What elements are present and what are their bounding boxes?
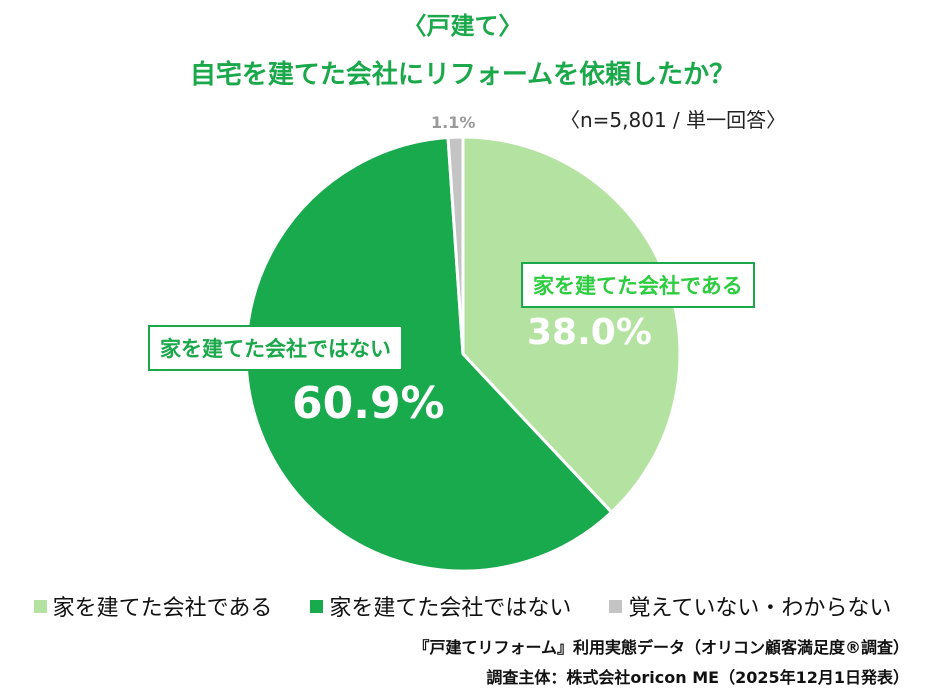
legend-item-not-built-company: 家を建てた会社ではない: [310, 590, 571, 622]
sample-size-note: 〈n=5,801 / 単一回答〉: [560, 108, 787, 132]
sponsor-note: 調査主体：株式会社oricon ME（2025年12月1日発表）: [486, 668, 909, 687]
legend-item-built-company: 家を建てた会社である: [33, 590, 273, 622]
chart-subtitle: 〈戸建て〉: [402, 12, 523, 40]
pie-slice-not-built-company: [244, 135, 614, 573]
legend-label: 家を建てた会社ではない: [329, 596, 572, 621]
value-label-built-company: 38.0%: [527, 312, 652, 353]
legend-item-dont-remember: 覚えていない・わからない: [609, 590, 891, 622]
legend-label: 覚えていない・わからない: [628, 596, 892, 621]
callout-slice-not-built-company: 家を建てた会社ではない: [148, 325, 403, 371]
pie-slice-dont-remember: [446, 135, 465, 355]
legend-swatch: [310, 599, 324, 613]
source-note: 『戸建てリフォーム』利用実態データ（オリコン顧客満足度®調査）: [413, 638, 909, 657]
chart-title: 自宅を建てた会社にリフォームを依頼したか？: [189, 60, 736, 90]
value-label-not-built-company: 60.9%: [292, 378, 445, 429]
legend-swatch: [33, 599, 47, 613]
legend: 家を建てた会社である 家を建てた会社ではない 覚えていない・わからない: [0, 590, 925, 622]
legend-label: 家を建てた会社である: [52, 596, 273, 621]
callout-slice-built-company: 家を建てた会社である: [521, 262, 755, 308]
value-label-dont-remember: 1.1%: [431, 113, 476, 132]
legend-swatch: [609, 599, 623, 613]
